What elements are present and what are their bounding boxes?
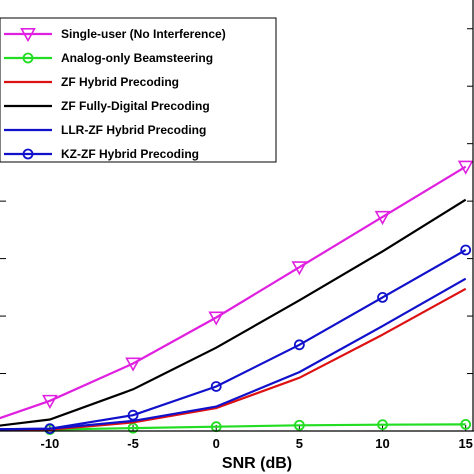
legend-label: Single-user (No Interference) [61,27,226,41]
legend-marker [22,148,34,160]
legend-box [0,17,277,163]
data-point [210,381,222,392]
x-axis-ticks: -10 -5 0 5 10 15 [40,425,473,451]
series-line [0,165,467,420]
series-line [0,198,467,427]
x-tick-label: 10 [375,436,389,451]
legend-label: ZF Fully-Digital Precoding [61,99,210,113]
data-point [377,419,388,431]
data-point [293,419,305,431]
data-point [44,423,56,435]
legend-marker [20,27,36,43]
data-point [42,394,58,409]
legend-item-analog-only-beamsteering: Analog-only Beamsteering [4,51,213,65]
series-line [0,249,467,431]
x-tick-label: -5 [127,436,139,451]
data-point [374,210,391,226]
data-point [127,422,139,434]
legend-item-llr-zf-hybrid-precoding: LLR-ZF Hybrid Precoding [4,123,206,137]
x-axis-label: SNR (dB) [222,455,292,472]
legend-item-single-user-no-interference: Single-user (No Interference) [4,27,226,43]
axes-frame [0,0,474,432]
data-point [291,261,308,276]
data-point [125,357,141,372]
legend-label: Analog-only Beamsteering [61,51,213,65]
series-single-user-no-interference [0,160,474,420]
series-kz-zf-hybrid-precoding [0,244,472,435]
data-point [460,418,472,430]
data-point [457,160,474,175]
data-point [377,291,388,303]
legend-item-zf-hybrid-precoding: ZF Hybrid Precoding [4,75,179,89]
legend-label: ZF Hybrid Precoding [61,75,179,89]
x-tick-label: -10 [40,436,59,451]
x-tick-label: 15 [458,436,472,451]
data-point [460,244,472,256]
x-tick-label: 0 [213,436,220,451]
legend: Single-user (No Interference) Analog-only… [0,17,277,163]
data-point [208,311,225,326]
legend-item-zf-fully-digital-precoding: ZF Fully-Digital Precoding [4,99,210,113]
data-point [293,339,305,351]
legend-label: LLR-ZF Hybrid Precoding [61,123,206,137]
data-point [127,409,139,421]
legend-item-kz-zf-hybrid-precoding: KZ-ZF Hybrid Precoding [4,147,199,161]
legend-marker [22,52,34,64]
series-layer [0,160,474,435]
x-tick-label: 5 [296,436,303,451]
legend-label: KZ-ZF Hybrid Precoding [61,147,199,161]
series-zf-fully-digital-precoding [0,198,467,427]
